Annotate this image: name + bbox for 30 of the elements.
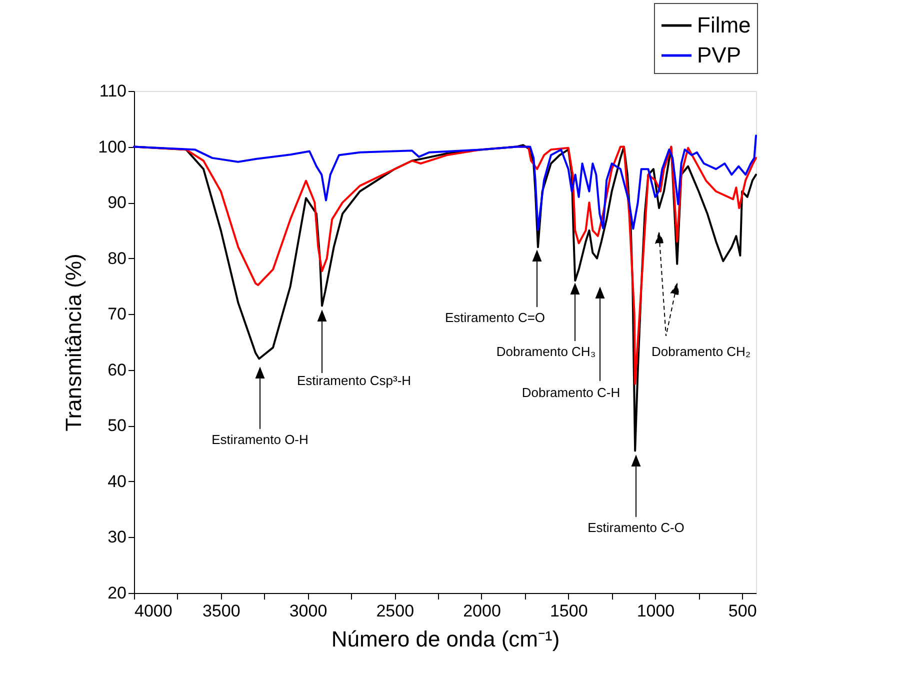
x-axis-title: Número de onda (cm⁻¹) <box>331 626 560 652</box>
y-tick-label: 70 <box>108 304 126 324</box>
y-tick-label: 90 <box>108 193 126 212</box>
x-tick-label: 3500 <box>202 602 240 620</box>
line-series <box>133 134 757 231</box>
y-tick-label: 100 <box>98 137 126 156</box>
y-axis-title: Transmitância (%) <box>61 254 86 432</box>
y-tick-label: 60 <box>108 360 126 380</box>
annotation: Dobramento C-H <box>522 385 620 400</box>
y-tick-label: 30 <box>108 528 126 547</box>
legend-label: PVP <box>697 42 742 68</box>
annotation: Estiramento O-H <box>212 432 308 447</box>
x-tick-label: 4000 <box>134 602 172 620</box>
annotation: Dobramento CH₃ <box>496 344 596 359</box>
annotation: Estiramento C-O <box>588 520 684 535</box>
legend-label: Filme <box>697 12 751 38</box>
annotation: Estiramento C=O <box>444 310 546 325</box>
x-tick-label: 500 <box>728 602 757 620</box>
annotation: Estiramento Csp³-H <box>296 373 412 388</box>
y-tick-label: 50 <box>108 416 126 436</box>
x-tick-label: 3000 <box>289 602 328 620</box>
x-tick-label: 1500 <box>550 602 588 620</box>
y-tick-label: 80 <box>108 248 126 268</box>
x-tick-label: 1000 <box>636 602 675 620</box>
annotation: Dobramento CH₂ <box>652 344 750 359</box>
y-tick-label: 40 <box>108 472 126 491</box>
y-tick-label: 110 <box>99 82 126 100</box>
x-tick-label: 2500 <box>376 602 414 620</box>
x-tick-label: 2000 <box>463 602 501 620</box>
y-tick-label: 20 <box>108 584 126 602</box>
